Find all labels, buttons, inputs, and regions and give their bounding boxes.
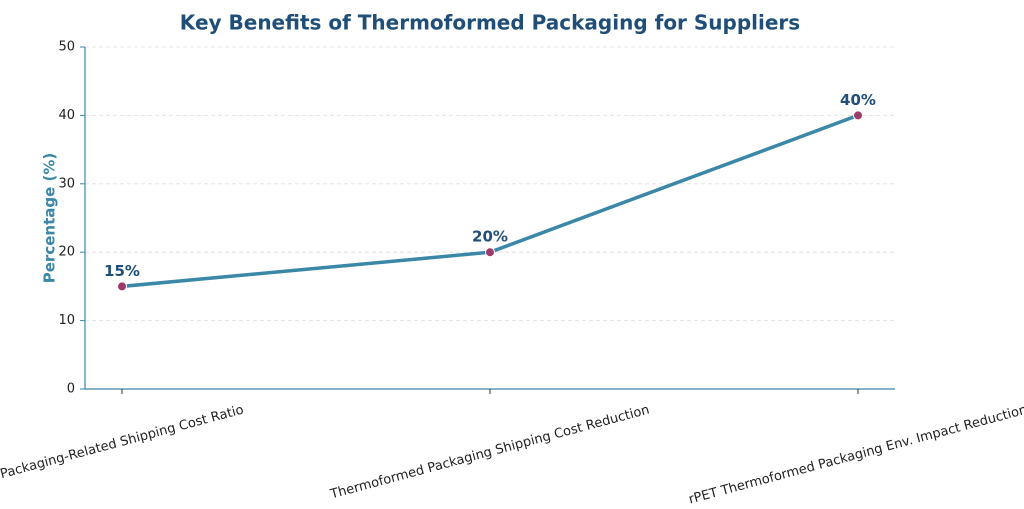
y-tick-label: 40 bbox=[58, 108, 75, 123]
line bbox=[121, 113, 859, 289]
x-tick-label: Thermoformed Packaging Shipping Cost Red… bbox=[328, 403, 651, 503]
x-tick-label: Packaging-Related Shipping Cost Ratio bbox=[0, 403, 245, 483]
y-tick-label: 20 bbox=[58, 245, 75, 260]
y-tick-label: 10 bbox=[58, 313, 75, 328]
y-tick-label: 0 bbox=[67, 382, 75, 397]
y-axis-label: Percentage (%) bbox=[41, 153, 59, 283]
x-tick-label: rPET Thermoformed Packaging Env. Impact … bbox=[687, 403, 1024, 508]
value-label: 20% bbox=[472, 228, 508, 246]
marker bbox=[117, 281, 127, 292]
marker bbox=[485, 247, 495, 258]
y-tick-label: 30 bbox=[58, 176, 75, 191]
chart-title: Key Benefits of Thermoformed Packaging f… bbox=[180, 11, 800, 35]
value-label: 15% bbox=[104, 262, 140, 280]
value-label: 40% bbox=[840, 91, 876, 109]
y-tick-label: 50 bbox=[58, 40, 75, 55]
marker bbox=[853, 110, 863, 121]
